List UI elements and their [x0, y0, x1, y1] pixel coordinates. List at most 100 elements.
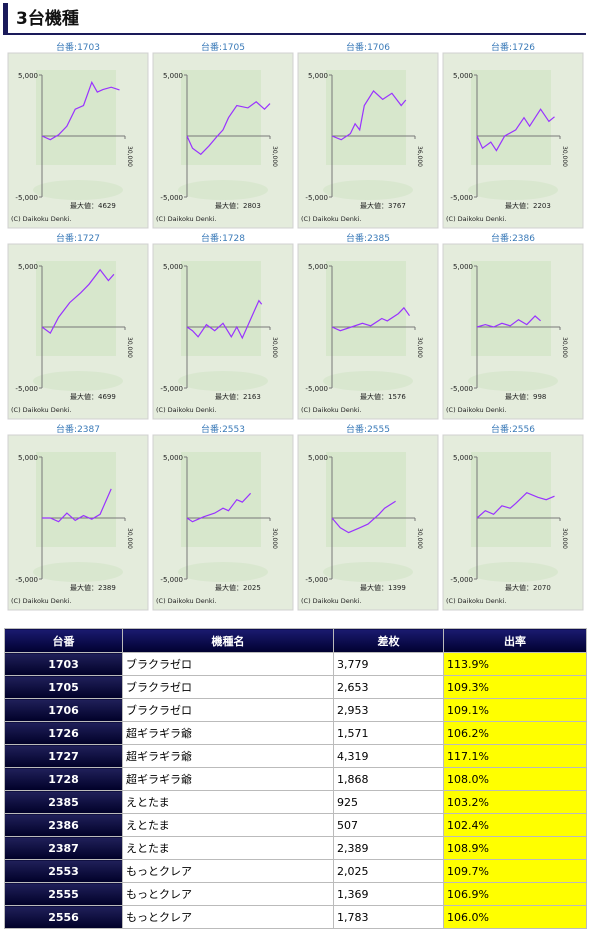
y-tick-label: -5,000 — [15, 194, 38, 202]
y-tick-label: -5,000 — [160, 385, 183, 393]
data-line — [41, 80, 120, 141]
max-annotation: 最大値：4699 — [70, 392, 116, 401]
difference: 2,389 — [333, 836, 444, 860]
max-annotation: 最大値：2389 — [70, 583, 116, 592]
chart-title: 台番:1727 — [56, 232, 100, 244]
panel-deco — [471, 70, 551, 165]
chart-title: 台番:2387 — [56, 423, 100, 435]
panel-deco — [181, 452, 261, 547]
x-tick-label: 30,000 — [126, 146, 133, 167]
chart-title: 台番:1728 — [201, 232, 245, 244]
title-marker — [3, 3, 8, 33]
difference: 3,779 — [333, 652, 444, 676]
copyright: (C) Daikoku Denki. — [301, 406, 362, 414]
payout-rate: 109.1% — [443, 698, 587, 722]
difference: 1,571 — [333, 721, 444, 745]
panel-deco — [468, 371, 558, 391]
panel-deco — [178, 180, 268, 200]
y-tick-label: 5,000 — [308, 263, 328, 271]
table-row: 2386 えとたま 507 102.4% — [4, 813, 587, 837]
copyright: (C) Daikoku Denki. — [156, 215, 217, 223]
header-cell: 差枚 — [333, 628, 444, 653]
copyright: (C) Daikoku Denki. — [156, 597, 217, 605]
y-tick-label: 5,000 — [163, 72, 183, 80]
payout-rate: 106.9% — [443, 882, 587, 906]
x-tick-label: 30,000 — [416, 337, 423, 358]
header-cell: 出率 — [443, 628, 587, 653]
table-header: 台番 機種名 差枚 出率 — [4, 628, 587, 653]
max-annotation: 最大値：1576 — [360, 392, 406, 401]
data-line — [186, 101, 271, 156]
copyright: (C) Daikoku Denki. — [11, 406, 72, 414]
data-line — [42, 488, 112, 523]
x-tick-label: 36,000 — [416, 146, 423, 167]
section-title: 3台機種 — [16, 8, 79, 29]
data-line — [331, 306, 410, 332]
payout-rate: 109.3% — [443, 675, 587, 699]
table-row: 2555 もっとクレア 1,369 106.9% — [4, 882, 587, 906]
copyright: (C) Daikoku Denki. — [446, 597, 507, 605]
panel-deco — [326, 452, 406, 547]
panel-deco — [323, 562, 413, 582]
chart-title: 台番:1705 — [201, 41, 245, 53]
y-tick-label: 5,000 — [18, 72, 38, 80]
y-tick-label: 5,000 — [18, 263, 38, 271]
copyright: (C) Daikoku Denki. — [11, 215, 72, 223]
machine-number: 2385 — [4, 790, 123, 814]
x-tick-label: 30,000 — [271, 146, 278, 167]
panel-deco — [33, 562, 123, 582]
panel-deco — [181, 261, 261, 356]
difference: 1,369 — [333, 882, 444, 906]
payout-rate: 106.0% — [443, 905, 587, 929]
panel-deco — [326, 70, 406, 165]
table-row: 2553 もっとクレア 2,025 109.7% — [4, 859, 587, 883]
machine-number: 2387 — [4, 836, 123, 860]
y-tick-label: 5,000 — [453, 263, 473, 271]
panel-deco — [471, 452, 551, 547]
chart-title: 台番:2555 — [346, 423, 390, 435]
x-tick-label: 30,000 — [561, 337, 568, 358]
data-line — [476, 315, 541, 328]
machine-number: 2556 — [4, 905, 123, 929]
copyright: (C) Daikoku Denki. — [301, 215, 362, 223]
machine-name: もっとクレア — [122, 859, 334, 883]
panel-deco — [468, 562, 558, 582]
machine-number: 1706 — [4, 698, 123, 722]
y-tick-label: 5,000 — [163, 263, 183, 271]
max-annotation: 最大値：2803 — [215, 201, 261, 210]
data-line — [331, 89, 407, 141]
panel-deco — [468, 180, 558, 200]
panel-deco — [33, 180, 123, 200]
y-tick-label: -5,000 — [160, 576, 183, 584]
max-annotation: 最大値：3767 — [360, 201, 406, 210]
machine-name: もっとクレア — [122, 905, 334, 929]
table-row: 2556 もっとクレア 1,783 106.0% — [4, 905, 587, 929]
machine-name: 超ギラギラ爺 — [122, 721, 334, 745]
machine-number: 1726 — [4, 721, 123, 745]
table-row: 1726 超ギラギラ爺 1,571 106.2% — [4, 721, 587, 745]
payout-rate: 108.9% — [443, 836, 587, 860]
max-annotation: 最大値：2163 — [215, 392, 261, 401]
machine-number: 2553 — [4, 859, 123, 883]
max-annotation: 最大値：998 — [505, 392, 546, 401]
payout-rate: 103.2% — [443, 790, 587, 814]
panel-deco — [326, 261, 406, 356]
y-tick-label: 5,000 — [163, 454, 183, 462]
copyright: (C) Daikoku Denki. — [156, 406, 217, 414]
panel-deco — [178, 371, 268, 391]
copyright: (C) Daikoku Denki. — [446, 406, 507, 414]
table-body: 1703 ブラクラゼロ 3,779 113.9% 1705 ブラクラゼロ 2,653 109.… — [4, 652, 587, 929]
machine-number: 2386 — [4, 813, 123, 837]
y-tick-label: -5,000 — [305, 194, 328, 202]
x-tick-label: 30,000 — [126, 528, 133, 549]
machine-number: 1705 — [4, 675, 123, 699]
table-row: 1705 ブラクラゼロ 2,653 109.3% — [4, 675, 587, 699]
panel-deco — [178, 562, 268, 582]
payout-rate: 108.0% — [443, 767, 587, 791]
chart-title: 台番:1703 — [56, 41, 100, 53]
x-tick-label: 30,000 — [561, 146, 568, 167]
machine-number: 1703 — [4, 652, 123, 676]
machine-number: 1728 — [4, 767, 123, 791]
payout-rate: 117.1% — [443, 744, 587, 768]
